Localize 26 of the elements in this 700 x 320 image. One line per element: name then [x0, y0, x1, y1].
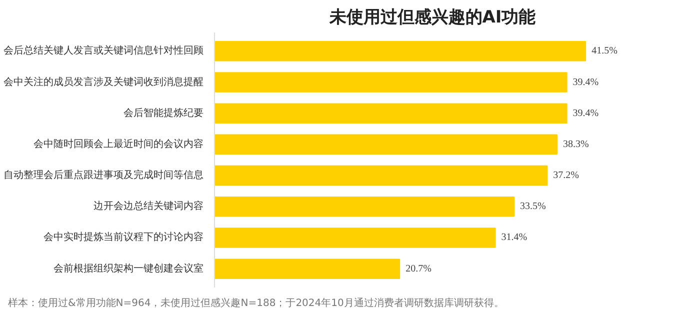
y-tick-label: 会后智能提炼纪要 — [124, 106, 204, 119]
bar — [214, 134, 558, 155]
y-tick-label: 会中关注的成员发言涉及关键词收到消息提醒 — [4, 76, 204, 88]
data-label: 31.4% — [501, 232, 528, 244]
y-tick-label: 边开会边总结关键词内容 — [94, 200, 204, 212]
bar — [214, 72, 568, 92]
bar — [214, 258, 400, 279]
y-tick-label: 会中随时回顾会上最近时间的会议内容 — [34, 138, 204, 150]
data-label: 37.2% — [553, 170, 579, 182]
y-tick-label: 会后总结关键人发言或关键词信息针对性回顾 — [4, 44, 204, 57]
bar — [214, 228, 496, 248]
data-label: 33.5% — [520, 201, 546, 212]
bar — [214, 196, 515, 217]
text: 样本：使用过&常用功能N=964，未使用过但感兴趣N=188；于2024年10月通过消费者调研数据库调研获得。 — [8, 297, 504, 311]
bar — [214, 41, 586, 62]
data-label: 20.7% — [406, 263, 432, 274]
y-tick-label: 会前根据组织架构一键创建会议室 — [54, 262, 204, 274]
data-label: 41.5% — [592, 46, 618, 57]
bar — [214, 165, 548, 186]
data-label: 39.4% — [572, 108, 599, 119]
bar — [214, 103, 568, 124]
y-tick-label: 会中实时提炼当前议程下的讨论内容 — [44, 231, 204, 244]
y-tick-label: 自动整理会后重点跟进事项及完成时间等信息 — [4, 169, 204, 182]
data-label: 39.4% — [572, 76, 599, 88]
data-label: 38.3% — [562, 138, 589, 150]
chart-title: 未使用过但感兴趣的AI功能 — [328, 8, 536, 28]
